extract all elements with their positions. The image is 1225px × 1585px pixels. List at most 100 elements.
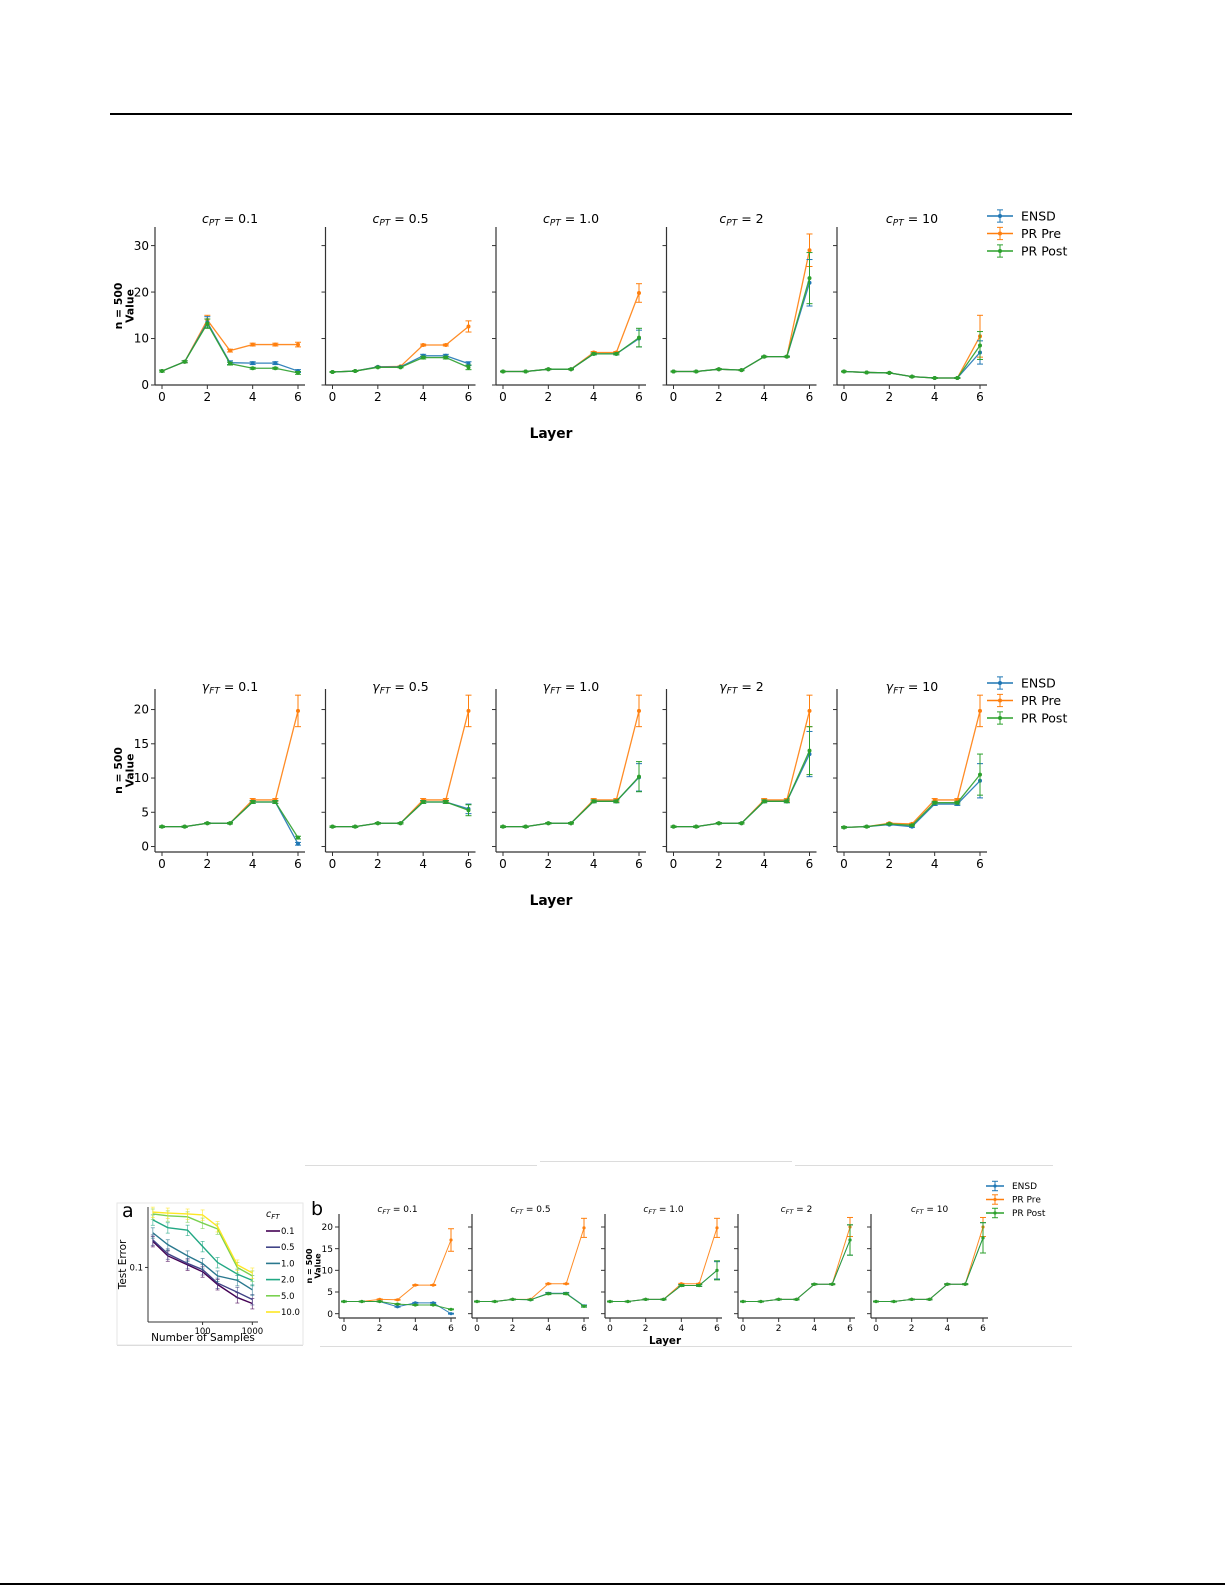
legend-item: ENSD (987, 675, 1056, 690)
legend-label: 1.0 (281, 1259, 295, 1269)
x-tick-label: 100 (194, 1327, 210, 1337)
figure3-frame-bottom (320, 1346, 1072, 1347)
x-tick-label: 0 (329, 857, 337, 871)
legend-label: 5.0 (281, 1292, 295, 1302)
x-tick-label: 4 (590, 857, 598, 871)
y-tick-label: 0.1 (129, 1263, 143, 1273)
series-ensd (670, 259, 813, 374)
legend: ENSD PR Pre PR Post (987, 208, 1067, 258)
series-pr-post (841, 753, 983, 830)
subplot-panel: 0 2 4 6 cFT = 2 (734, 1205, 855, 1334)
series-ensd (841, 340, 983, 381)
series-pr-pre (474, 1217, 587, 1304)
legend-label: 2.0 (281, 1276, 295, 1286)
x-tick-label: 6 (465, 857, 473, 871)
series-pr-post (159, 318, 301, 375)
legend-label: PR Pre (1021, 693, 1061, 708)
panel-label-b: b (311, 1198, 323, 1220)
x-tick-label: 2 (374, 857, 382, 871)
x-tick-label: 0 (474, 1324, 480, 1334)
x-tick-label: 2 (776, 1324, 782, 1334)
x-tick-label: 4 (412, 1324, 418, 1334)
x-axis-label: Layer (649, 1335, 682, 1347)
x-tick-label: 6 (714, 1324, 720, 1334)
x-tick-label: 0 (499, 390, 507, 404)
y-axis-label: Test Error (117, 1239, 129, 1290)
x-tick-label: 0 (873, 1324, 879, 1334)
panel-title: cPT = 2 (719, 211, 763, 229)
series-pr-post (607, 1260, 720, 1304)
legend-item: 1.0 (266, 1259, 295, 1269)
legend-label: ENSD (1012, 1182, 1037, 1192)
panel-title: cPT = 0.5 (372, 211, 428, 229)
y-axis-label: n = 500 (304, 1248, 314, 1283)
series-pr-pre (500, 694, 642, 829)
subplot-panel: 0 2 4 6 cPT = 0.5 (321, 211, 476, 404)
legend-item: 2.0 (266, 1276, 295, 1286)
legend-label: 0.5 (281, 1243, 295, 1253)
y-axis-label: n = 500 (112, 283, 125, 330)
x-axis-label: Layer (530, 426, 573, 442)
x-tick-label: 4 (590, 390, 598, 404)
y-tick-label: 15 (134, 737, 149, 751)
series-pr-post (841, 331, 983, 381)
x-tick-label: 0 (341, 1324, 347, 1334)
y-tick-label: 20 (134, 285, 149, 299)
subplot-panel: 0 2 4 6 cFT = 10 (867, 1205, 988, 1334)
legend: cFT 0.1 0.5 1.0 2.0 5.0 10.0 (266, 1209, 300, 1318)
legend-item: ENSD (987, 208, 1056, 223)
series-pr-pre (670, 694, 813, 829)
legend-title: cFT (266, 1209, 280, 1221)
series-ensd (341, 1299, 454, 1316)
series-pr-pre (873, 1216, 986, 1304)
panel-title: γFT = 1.0 (543, 679, 599, 697)
x-tick-label: 6 (465, 390, 473, 404)
legend-label: 10.0 (281, 1308, 300, 1318)
legend-item: PR Post (987, 243, 1067, 258)
series-pr-pre (341, 1228, 454, 1304)
y-axis-label: Value (313, 1253, 323, 1279)
x-tick-label: 6 (294, 857, 302, 871)
x-tick-label: 6 (294, 390, 302, 404)
series-cft-1.0 (150, 1227, 255, 1296)
panel-title: γFT = 10 (886, 679, 938, 697)
x-tick-label: 0 (670, 857, 678, 871)
panel-title: cPT = 1.0 (543, 211, 599, 229)
series-pr-pre (607, 1217, 720, 1304)
series-ensd (670, 730, 813, 829)
x-tick-label: 2 (545, 857, 553, 871)
y-tick-label: 0 (327, 1310, 333, 1320)
legend-label: PR Pre (1021, 226, 1061, 241)
legend-item: PR Post (987, 710, 1067, 725)
series-pr-pre (740, 1216, 853, 1304)
x-tick-label: 2 (377, 1324, 383, 1334)
figure3-frame-top-left (305, 1165, 537, 1166)
legend-label: PR Post (1012, 1209, 1046, 1219)
x-tick-label: 0 (158, 857, 166, 871)
legend-item: 0.1 (266, 1227, 295, 1237)
x-tick-label: 4 (931, 390, 939, 404)
x-tick-label: 6 (806, 857, 814, 871)
subplot-panel: 0 2 4 6 cFT = 1.0 (601, 1205, 722, 1334)
legend-label: PR Post (1021, 710, 1067, 725)
x-tick-label: 2 (886, 390, 894, 404)
series-pr-pre (329, 694, 472, 829)
page-header-rule (110, 113, 1072, 115)
panel-title: cFT = 1.0 (643, 1205, 683, 1216)
x-tick-label: 4 (419, 390, 427, 404)
panel-a-frame (116, 1202, 304, 1345)
y-tick-label: 30 (134, 239, 149, 253)
panel-title: cFT = 2 (781, 1205, 813, 1216)
figure3-frame-top-mid (540, 1161, 792, 1162)
series-pr-post (159, 800, 301, 840)
subplot-panel: 0 2 4 6 γFT = 2 (662, 679, 817, 871)
x-tick-label: 6 (581, 1324, 587, 1334)
x-tick-label: 0 (740, 1324, 746, 1334)
series-pr-post (873, 1222, 986, 1304)
panel-title: γFT = 0.1 (202, 679, 258, 697)
legend-item: PR Pre (987, 693, 1061, 708)
x-tick-label: 0 (158, 390, 166, 404)
x-tick-label: 1000 (242, 1327, 264, 1337)
x-tick-label: 6 (847, 1324, 853, 1334)
